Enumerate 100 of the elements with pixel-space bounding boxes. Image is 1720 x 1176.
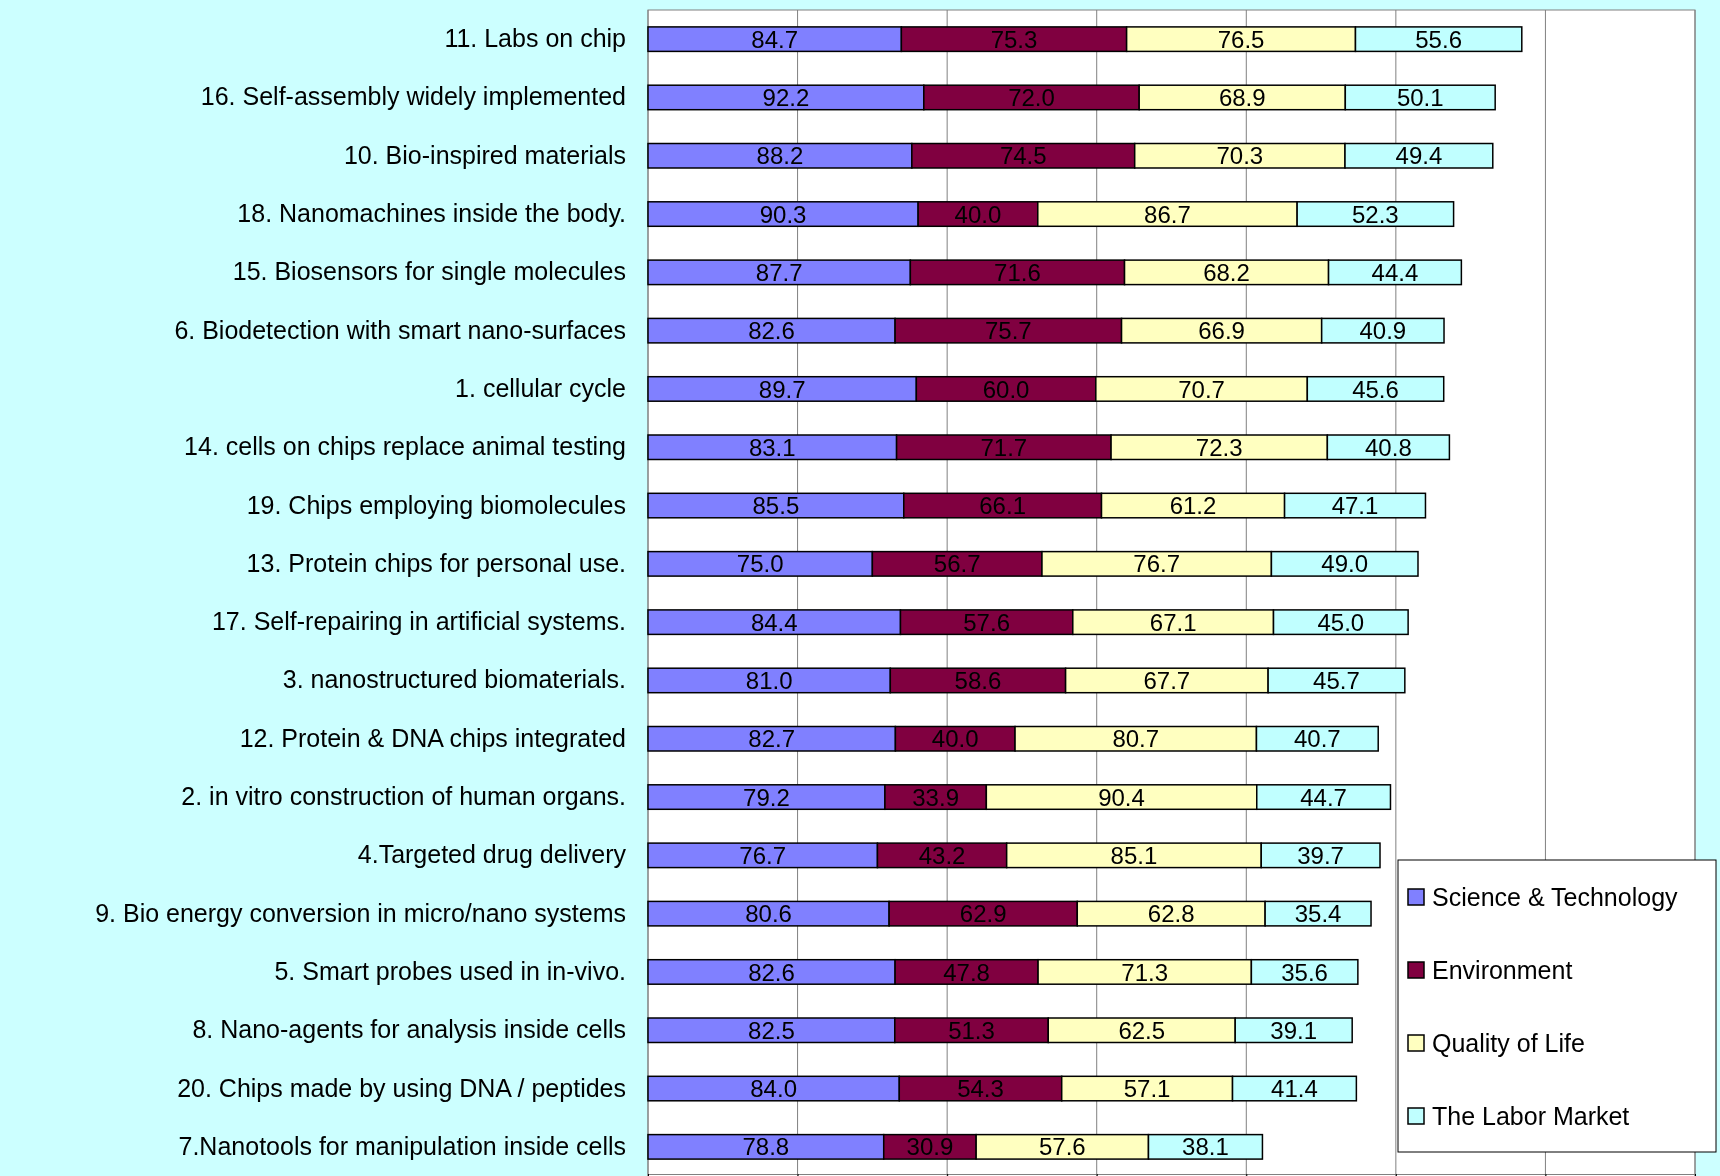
data-label: 70.3 — [1216, 142, 1264, 170]
data-label: 60.0 — [982, 375, 1030, 403]
y-tick-label: 3. nanostructured biomaterials. — [282, 665, 626, 694]
data-label: 70.7 — [1178, 375, 1225, 403]
data-label: 75.0 — [736, 550, 784, 578]
data-label: 89.7 — [758, 375, 806, 403]
y-tick-label: 8. Nano-agents for analysis inside cells — [192, 1015, 626, 1044]
data-label: 35.6 — [1281, 958, 1328, 986]
data-label: 84.7 — [751, 25, 799, 53]
data-label: 40.7 — [1293, 725, 1341, 753]
data-label: 83.1 — [748, 433, 796, 461]
data-label: 72.0 — [1008, 84, 1055, 112]
data-label: 38.1 — [1182, 1133, 1229, 1161]
data-label: 82.7 — [748, 725, 796, 753]
data-label: 39.7 — [1297, 841, 1344, 869]
data-label: 67.7 — [1143, 667, 1191, 695]
legend-label: The Labor Market — [1432, 1102, 1630, 1130]
data-label: 82.6 — [748, 958, 795, 986]
y-tick-label: 12. Protein & DNA chips integrated — [239, 723, 626, 752]
data-label: 86.7 — [1144, 200, 1191, 228]
data-label: 81.0 — [745, 667, 793, 695]
data-label: 92.2 — [762, 84, 810, 112]
data-label: 30.9 — [906, 1133, 954, 1161]
data-label: 57.6 — [1038, 1133, 1086, 1161]
data-label: 72.3 — [1195, 433, 1243, 461]
data-label: 88.2 — [756, 142, 804, 170]
data-label: 90.3 — [759, 200, 807, 228]
data-label: 62.8 — [1147, 900, 1195, 928]
y-tick-label: 19. Chips employing biomolecules — [246, 490, 626, 519]
data-label: 66.9 — [1198, 317, 1245, 345]
data-label: 40.0 — [954, 200, 1002, 228]
data-label: 39.1 — [1270, 1016, 1318, 1044]
data-label: 74.5 — [999, 142, 1047, 170]
y-tick-label: 7.Nanotools for manipulation inside cells — [178, 1131, 626, 1160]
y-tick-label: 16. Self-assembly widely implemented — [200, 82, 626, 111]
data-label: 71.7 — [980, 433, 1028, 461]
data-label: 58.6 — [954, 667, 1002, 695]
data-label: 76.7 — [1133, 550, 1181, 578]
data-label: 57.6 — [963, 608, 1010, 636]
data-label: 35.4 — [1294, 900, 1342, 928]
data-label: 55.6 — [1415, 25, 1462, 53]
data-label: 79.2 — [743, 783, 790, 811]
data-label: 40.0 — [931, 725, 979, 753]
data-label: 52.3 — [1352, 200, 1399, 228]
data-label: 33.9 — [912, 783, 959, 811]
data-label: 78.8 — [742, 1133, 790, 1161]
y-tick-label: 20. Chips made by using DNA / peptides — [177, 1073, 626, 1102]
data-label: 76.5 — [1217, 25, 1265, 53]
data-label: 49.4 — [1395, 142, 1443, 170]
data-label: 50.1 — [1396, 84, 1444, 112]
data-label: 85.5 — [752, 492, 800, 520]
data-label: 85.1 — [1110, 841, 1158, 869]
data-label: 47.1 — [1331, 492, 1379, 520]
data-label: 68.2 — [1203, 258, 1250, 286]
data-label: 67.1 — [1149, 608, 1197, 636]
data-label: 68.9 — [1218, 84, 1266, 112]
data-label: 75.7 — [984, 317, 1032, 345]
data-label: 44.7 — [1300, 783, 1347, 811]
y-tick-label: 13. Protein chips for personal use. — [246, 548, 626, 577]
data-label: 87.7 — [755, 258, 803, 286]
data-label: 54.3 — [957, 1075, 1004, 1103]
legend-label: Environment — [1432, 956, 1573, 984]
data-label: 66.1 — [979, 492, 1026, 520]
data-label: 80.6 — [745, 900, 792, 928]
data-label: 49.0 — [1321, 550, 1369, 578]
data-label: 80.7 — [1112, 725, 1160, 753]
data-label: 84.4 — [750, 608, 798, 636]
data-label: 82.6 — [748, 317, 795, 345]
data-label: 76.7 — [739, 841, 787, 869]
y-tick-label: 18. Nanomachines inside the body. — [237, 199, 626, 228]
data-label: 62.9 — [959, 900, 1007, 928]
y-tick-label: 10. Bio-inspired materials — [343, 140, 626, 169]
data-label: 57.1 — [1123, 1075, 1171, 1103]
data-label: 45.6 — [1352, 375, 1399, 403]
y-tick-label: 11. Labs on chip — [444, 24, 626, 53]
data-label: 40.8 — [1365, 433, 1412, 461]
data-label: 51.3 — [948, 1016, 995, 1044]
y-tick-label: 5. Smart probes used in in-vivo. — [274, 956, 626, 985]
data-label: 47.8 — [943, 958, 990, 986]
data-label: 62.5 — [1118, 1016, 1166, 1044]
data-label: 45.0 — [1317, 608, 1365, 636]
data-label: 45.7 — [1313, 667, 1360, 695]
legend-label: Quality of Life — [1432, 1029, 1585, 1057]
data-label: 75.3 — [990, 25, 1038, 53]
data-label: 41.4 — [1271, 1075, 1318, 1103]
data-label: 71.3 — [1121, 958, 1169, 986]
y-tick-label: 2. in vitro construction of human organs. — [181, 782, 626, 811]
data-label: 40.9 — [1359, 317, 1407, 345]
data-label: 90.4 — [1098, 783, 1145, 811]
data-label: 44.4 — [1371, 258, 1419, 286]
legend-label: Science & Technology — [1432, 883, 1679, 911]
data-label: 43.2 — [918, 841, 966, 869]
y-tick-label: 6. Biodetection with smart nano-surfaces — [174, 315, 626, 344]
y-tick-label: 15. Biosensors for single molecules — [232, 257, 626, 286]
data-label: 82.5 — [748, 1016, 795, 1044]
y-tick-label: 9. Bio energy conversion in micro/nano systems — [95, 898, 626, 927]
y-tick-label: 4.Targeted drug delivery — [357, 840, 627, 869]
data-label: 56.7 — [933, 550, 981, 578]
y-tick-label: 1. cellular cycle — [455, 373, 626, 402]
data-label: 71.6 — [994, 258, 1041, 286]
